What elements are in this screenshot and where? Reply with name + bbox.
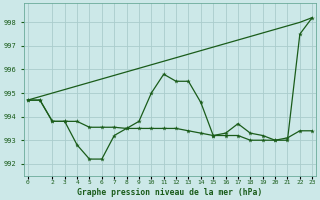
X-axis label: Graphe pression niveau de la mer (hPa): Graphe pression niveau de la mer (hPa) [77, 188, 262, 197]
